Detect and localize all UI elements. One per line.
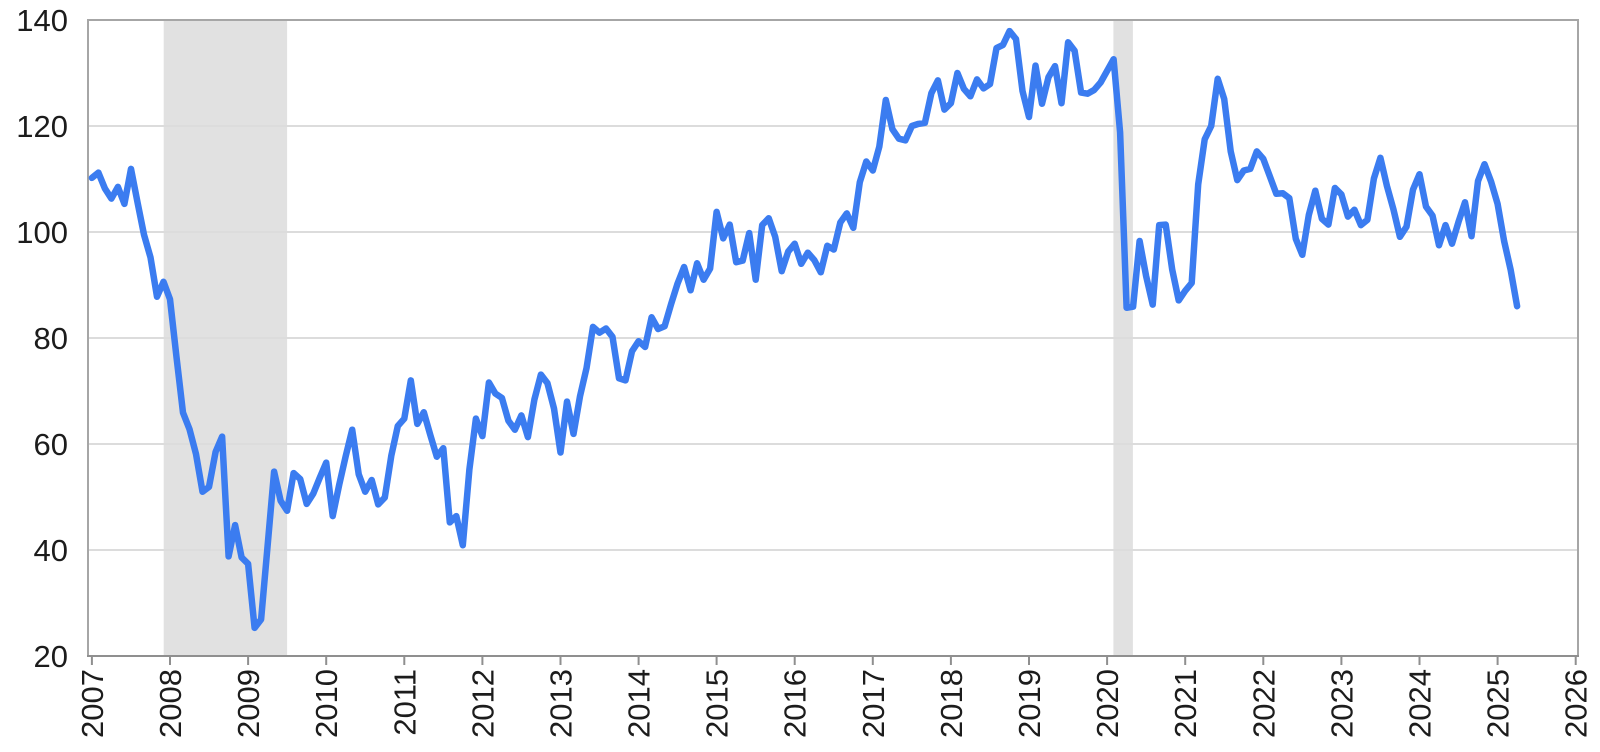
y-tick-label: 40 <box>34 533 68 568</box>
x-tick-label: 2011 <box>387 669 422 736</box>
x-tick-label: 2023 <box>1324 669 1359 738</box>
y-tick-label: 60 <box>34 427 68 462</box>
x-tick-label: 2013 <box>544 669 579 738</box>
x-tick-label: 2015 <box>700 669 735 738</box>
x-tick-label: 2025 <box>1481 669 1516 738</box>
x-tick-label: 2007 <box>75 669 110 738</box>
data-line <box>88 27 1521 632</box>
x-tick-label: 2017 <box>856 669 891 738</box>
x-tick-label: 2014 <box>622 669 657 738</box>
x-tick-label: 2009 <box>231 669 266 738</box>
x-tick-label: 2010 <box>309 669 344 738</box>
x-tick-label: 2021 <box>1168 669 1203 738</box>
x-tick-label: 2018 <box>934 669 969 738</box>
y-tick-label: 20 <box>34 639 68 674</box>
x-tick-label: 2008 <box>153 669 188 738</box>
x-tick-label: 2022 <box>1246 669 1281 738</box>
y-tick-label: 140 <box>16 3 68 38</box>
y-tick-label: 80 <box>34 321 68 356</box>
x-tick-label: 2020 <box>1090 669 1125 738</box>
x-tick-label: 2012 <box>465 669 500 738</box>
x-tick-label: 2026 <box>1559 669 1594 738</box>
y-tick-label: 100 <box>16 215 68 250</box>
x-tick-label: 2024 <box>1403 669 1438 738</box>
x-tick-label: 2019 <box>1012 669 1047 738</box>
x-tick-label: 2016 <box>778 669 813 738</box>
y-tick-label: 120 <box>16 109 68 144</box>
